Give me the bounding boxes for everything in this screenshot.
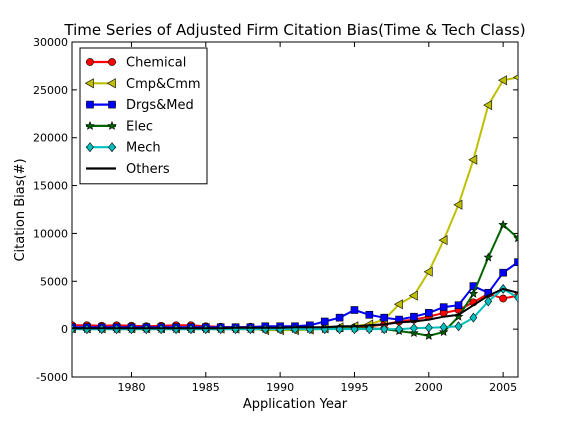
data-point-cmp-cmm (409, 291, 417, 300)
series-line-drgs-med (72, 262, 518, 327)
x-axis-title: Application Year (243, 397, 348, 412)
y-tick-label: -5000 (36, 371, 68, 384)
data-point-cmp-cmm (499, 76, 507, 85)
y-tick-label: 30000 (33, 36, 68, 49)
data-point-drgs-med (381, 314, 388, 321)
y-tick-label: 20000 (33, 132, 68, 145)
legend-label-others: Others (126, 162, 170, 177)
legend-marker-chemical (108, 58, 115, 65)
legend-marker-chemical (86, 58, 93, 65)
data-point-mech (425, 323, 432, 332)
series-line-others (72, 289, 518, 328)
data-point-elec (425, 332, 433, 340)
y-tick-label: 10000 (33, 227, 68, 240)
legend-label-mech: Mech (126, 141, 161, 156)
series-elec (68, 221, 522, 340)
data-point-chemical (500, 295, 507, 302)
legend-label-cmp-cmm: Cmp&Cmm (126, 77, 201, 92)
y-axis-title: Citation Bias(#) (13, 158, 28, 261)
data-point-drgs-med (336, 314, 343, 321)
series-others (72, 289, 518, 328)
legend: Chemical Cmp&Cmm Drgs&Med Elec Mech Others (80, 48, 207, 184)
data-point-drgs-med (410, 313, 417, 320)
series-drgs-med (69, 259, 522, 331)
data-point-drgs-med (321, 318, 328, 325)
x-tick-label: 2000 (415, 381, 443, 394)
y-tick-label: 25000 (33, 84, 68, 97)
data-point-drgs-med (366, 311, 373, 318)
data-point-drgs-med (500, 269, 507, 276)
legend-label-chemical: Chemical (126, 56, 186, 71)
data-point-drgs-med (515, 259, 522, 266)
y-tick-label: 15000 (33, 180, 68, 193)
data-point-drgs-med (455, 302, 462, 309)
data-point-mech (455, 322, 462, 331)
y-tick-label: 5000 (40, 275, 68, 288)
data-point-drgs-med (351, 307, 358, 314)
legend-label-drgs-med: Drgs&Med (126, 98, 194, 113)
legend-label-elec: Elec (126, 119, 153, 134)
data-point-cmp-cmm (424, 267, 432, 276)
legend-marker-drgs-med (87, 101, 94, 108)
x-tick-label: 1995 (340, 381, 368, 394)
series-line-elec (72, 225, 518, 336)
legend-marker-drgs-med (109, 101, 116, 108)
y-tick-label: 0 (61, 323, 68, 336)
x-tick-label: 1985 (192, 381, 220, 394)
data-point-drgs-med (425, 309, 432, 316)
chart-title: Time Series of Adjusted Firm Citation Bi… (63, 21, 525, 39)
data-point-drgs-med (440, 304, 447, 311)
x-tick-label: 2005 (489, 381, 517, 394)
x-tick-label: 1990 (266, 381, 294, 394)
x-tick-label: 1980 (117, 381, 145, 394)
